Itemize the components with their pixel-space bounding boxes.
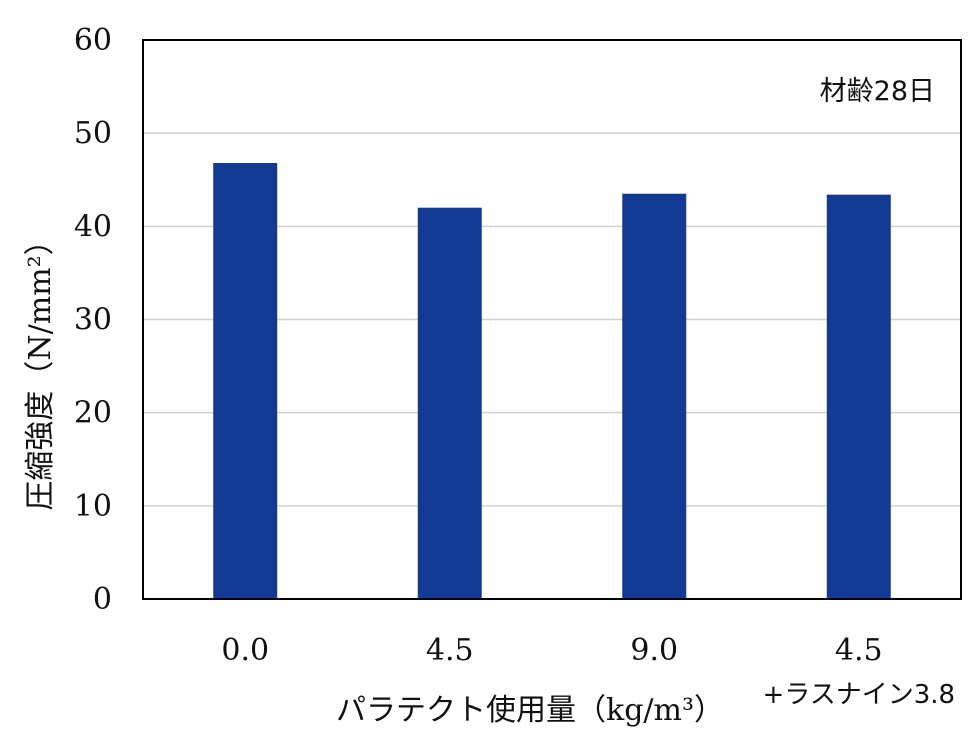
y-tick-label: 60	[74, 23, 112, 58]
x-tick-label: 0.0	[221, 633, 269, 668]
bars	[213, 162, 891, 600]
y-tick-label: 40	[74, 209, 112, 244]
y-tick-labels: 0 10 20 30 40 50 60	[74, 23, 112, 617]
bar	[417, 207, 482, 599]
x-tick-label: 4.5	[835, 633, 883, 668]
x-tick-sublabel: +ラスナイン3.8	[762, 680, 955, 710]
bar	[622, 193, 687, 599]
x-tick-label: 9.0	[630, 633, 678, 668]
x-tick-label: 4.5	[426, 633, 474, 668]
y-tick-label: 50	[74, 116, 112, 151]
y-tick-label: 30	[74, 303, 112, 338]
y-tick-label: 10	[74, 489, 112, 524]
gridlines	[143, 132, 961, 507]
y-tick-label: 0	[93, 582, 112, 617]
bar	[213, 162, 278, 600]
y-tick-label: 20	[74, 396, 112, 431]
y-axis-label: 圧縮強度（N/mm²）	[23, 225, 58, 510]
x-tick-labels: 0.0 4.5 9.0 4.5 +ラスナイン3.8	[221, 633, 955, 710]
annotation-label: 材齢28日	[820, 76, 935, 107]
plot-frame	[142, 39, 962, 600]
bar	[826, 194, 891, 599]
x-axis-label: パラテクト使用量（kg/m³）	[336, 693, 724, 728]
